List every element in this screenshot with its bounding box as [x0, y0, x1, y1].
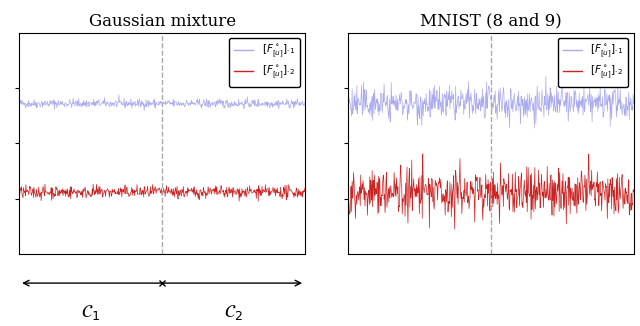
Legend: $[F^\circ_{[u]}]_{\cdot 1}$, $[F^\circ_{[u]}]_{\cdot 2}$: $[F^\circ_{[u]}]_{\cdot 1}$, $[F^\circ_{… — [558, 38, 628, 87]
Text: $\mathcal{C}_1$: $\mathcal{C}_1$ — [81, 303, 100, 322]
Title: Gaussian mixture: Gaussian mixture — [88, 13, 236, 30]
Legend: $[F^\circ_{[u]}]_{\cdot 1}$, $[F^\circ_{[u]}]_{\cdot 2}$: $[F^\circ_{[u]}]_{\cdot 1}$, $[F^\circ_{… — [229, 38, 300, 87]
Title: MNIST (8 and 9): MNIST (8 and 9) — [420, 13, 561, 30]
Text: $\mathcal{C}_2$: $\mathcal{C}_2$ — [224, 303, 243, 322]
